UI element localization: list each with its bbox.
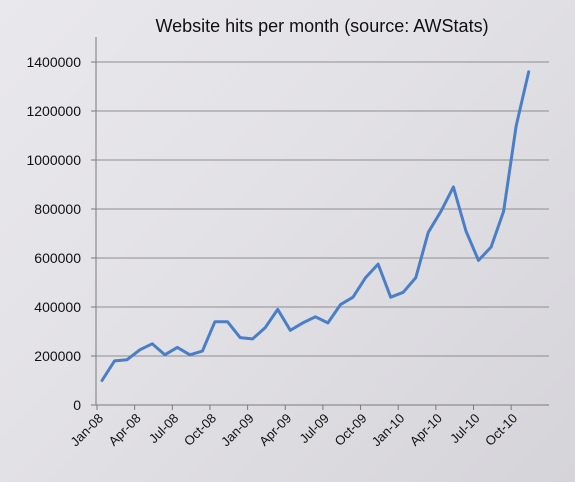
axes [91, 37, 549, 410]
data-point [527, 70, 530, 74]
data-point [351, 296, 355, 299]
x-tick-label: Jul-10 [447, 411, 483, 447]
y-tick-label: 200000 [34, 348, 81, 364]
data-point [301, 321, 304, 325]
data-point [100, 379, 104, 382]
x-tick-label: Jan-09 [218, 411, 257, 450]
x-tick-label: Jan-10 [369, 411, 408, 450]
data-point [289, 329, 292, 332]
x-tick-label: Jul-09 [296, 411, 332, 447]
x-tick-label: Oct-10 [482, 411, 520, 449]
x-tick-label: Jan-08 [67, 411, 106, 450]
x-tick-label: Oct-08 [181, 411, 219, 449]
x-tick-label: Apr-09 [256, 411, 294, 449]
data-point [163, 353, 166, 356]
data-point [339, 303, 342, 306]
data-point [452, 185, 455, 189]
data-point [326, 321, 330, 325]
data-point [489, 245, 493, 249]
y-tick-label: 600000 [34, 250, 81, 266]
data-point [251, 337, 254, 341]
data-point [113, 359, 116, 363]
data-point [188, 353, 192, 356]
data-point [263, 326, 267, 330]
data-point [125, 358, 129, 361]
x-tick-label: Oct-09 [331, 411, 369, 449]
gridlines [96, 61, 549, 357]
y-tick-labels: 0 200000 400000 600000 800000 1000000 1200000 1… [26, 54, 81, 413]
y-tick-label: 1400000 [26, 54, 81, 70]
x-tick-label: Jul-08 [146, 411, 182, 447]
data-point [238, 336, 242, 339]
y-tick-label: 1000000 [26, 152, 81, 168]
y-tick-label: 800000 [34, 201, 81, 217]
data-point [464, 229, 468, 233]
data-point [427, 231, 430, 234]
data-point [414, 276, 417, 279]
data-point [226, 320, 229, 323]
data-point [402, 291, 405, 294]
y-tick-label: 400000 [34, 299, 81, 315]
data-point [439, 210, 443, 213]
data-point [276, 308, 279, 311]
x-tick-label: Apr-08 [106, 411, 144, 449]
data-point [514, 124, 518, 127]
data-point [151, 342, 154, 345]
series-line [100, 70, 531, 382]
data-point [364, 276, 367, 279]
data-point [176, 346, 179, 349]
data-point [477, 259, 480, 262]
data-point [502, 210, 505, 213]
x-tick-label: Apr-10 [407, 411, 445, 449]
data-point [389, 296, 392, 299]
data-point [138, 348, 141, 352]
y-tick-label: 0 [73, 397, 81, 413]
data-point [213, 320, 217, 323]
y-tick-label: 1200000 [26, 103, 81, 119]
data-point [376, 262, 380, 266]
data-point [201, 349, 204, 353]
chart-title: Website hits per month (source: AWStats) [155, 16, 489, 36]
data-point [314, 315, 317, 318]
series-layer [100, 70, 531, 382]
